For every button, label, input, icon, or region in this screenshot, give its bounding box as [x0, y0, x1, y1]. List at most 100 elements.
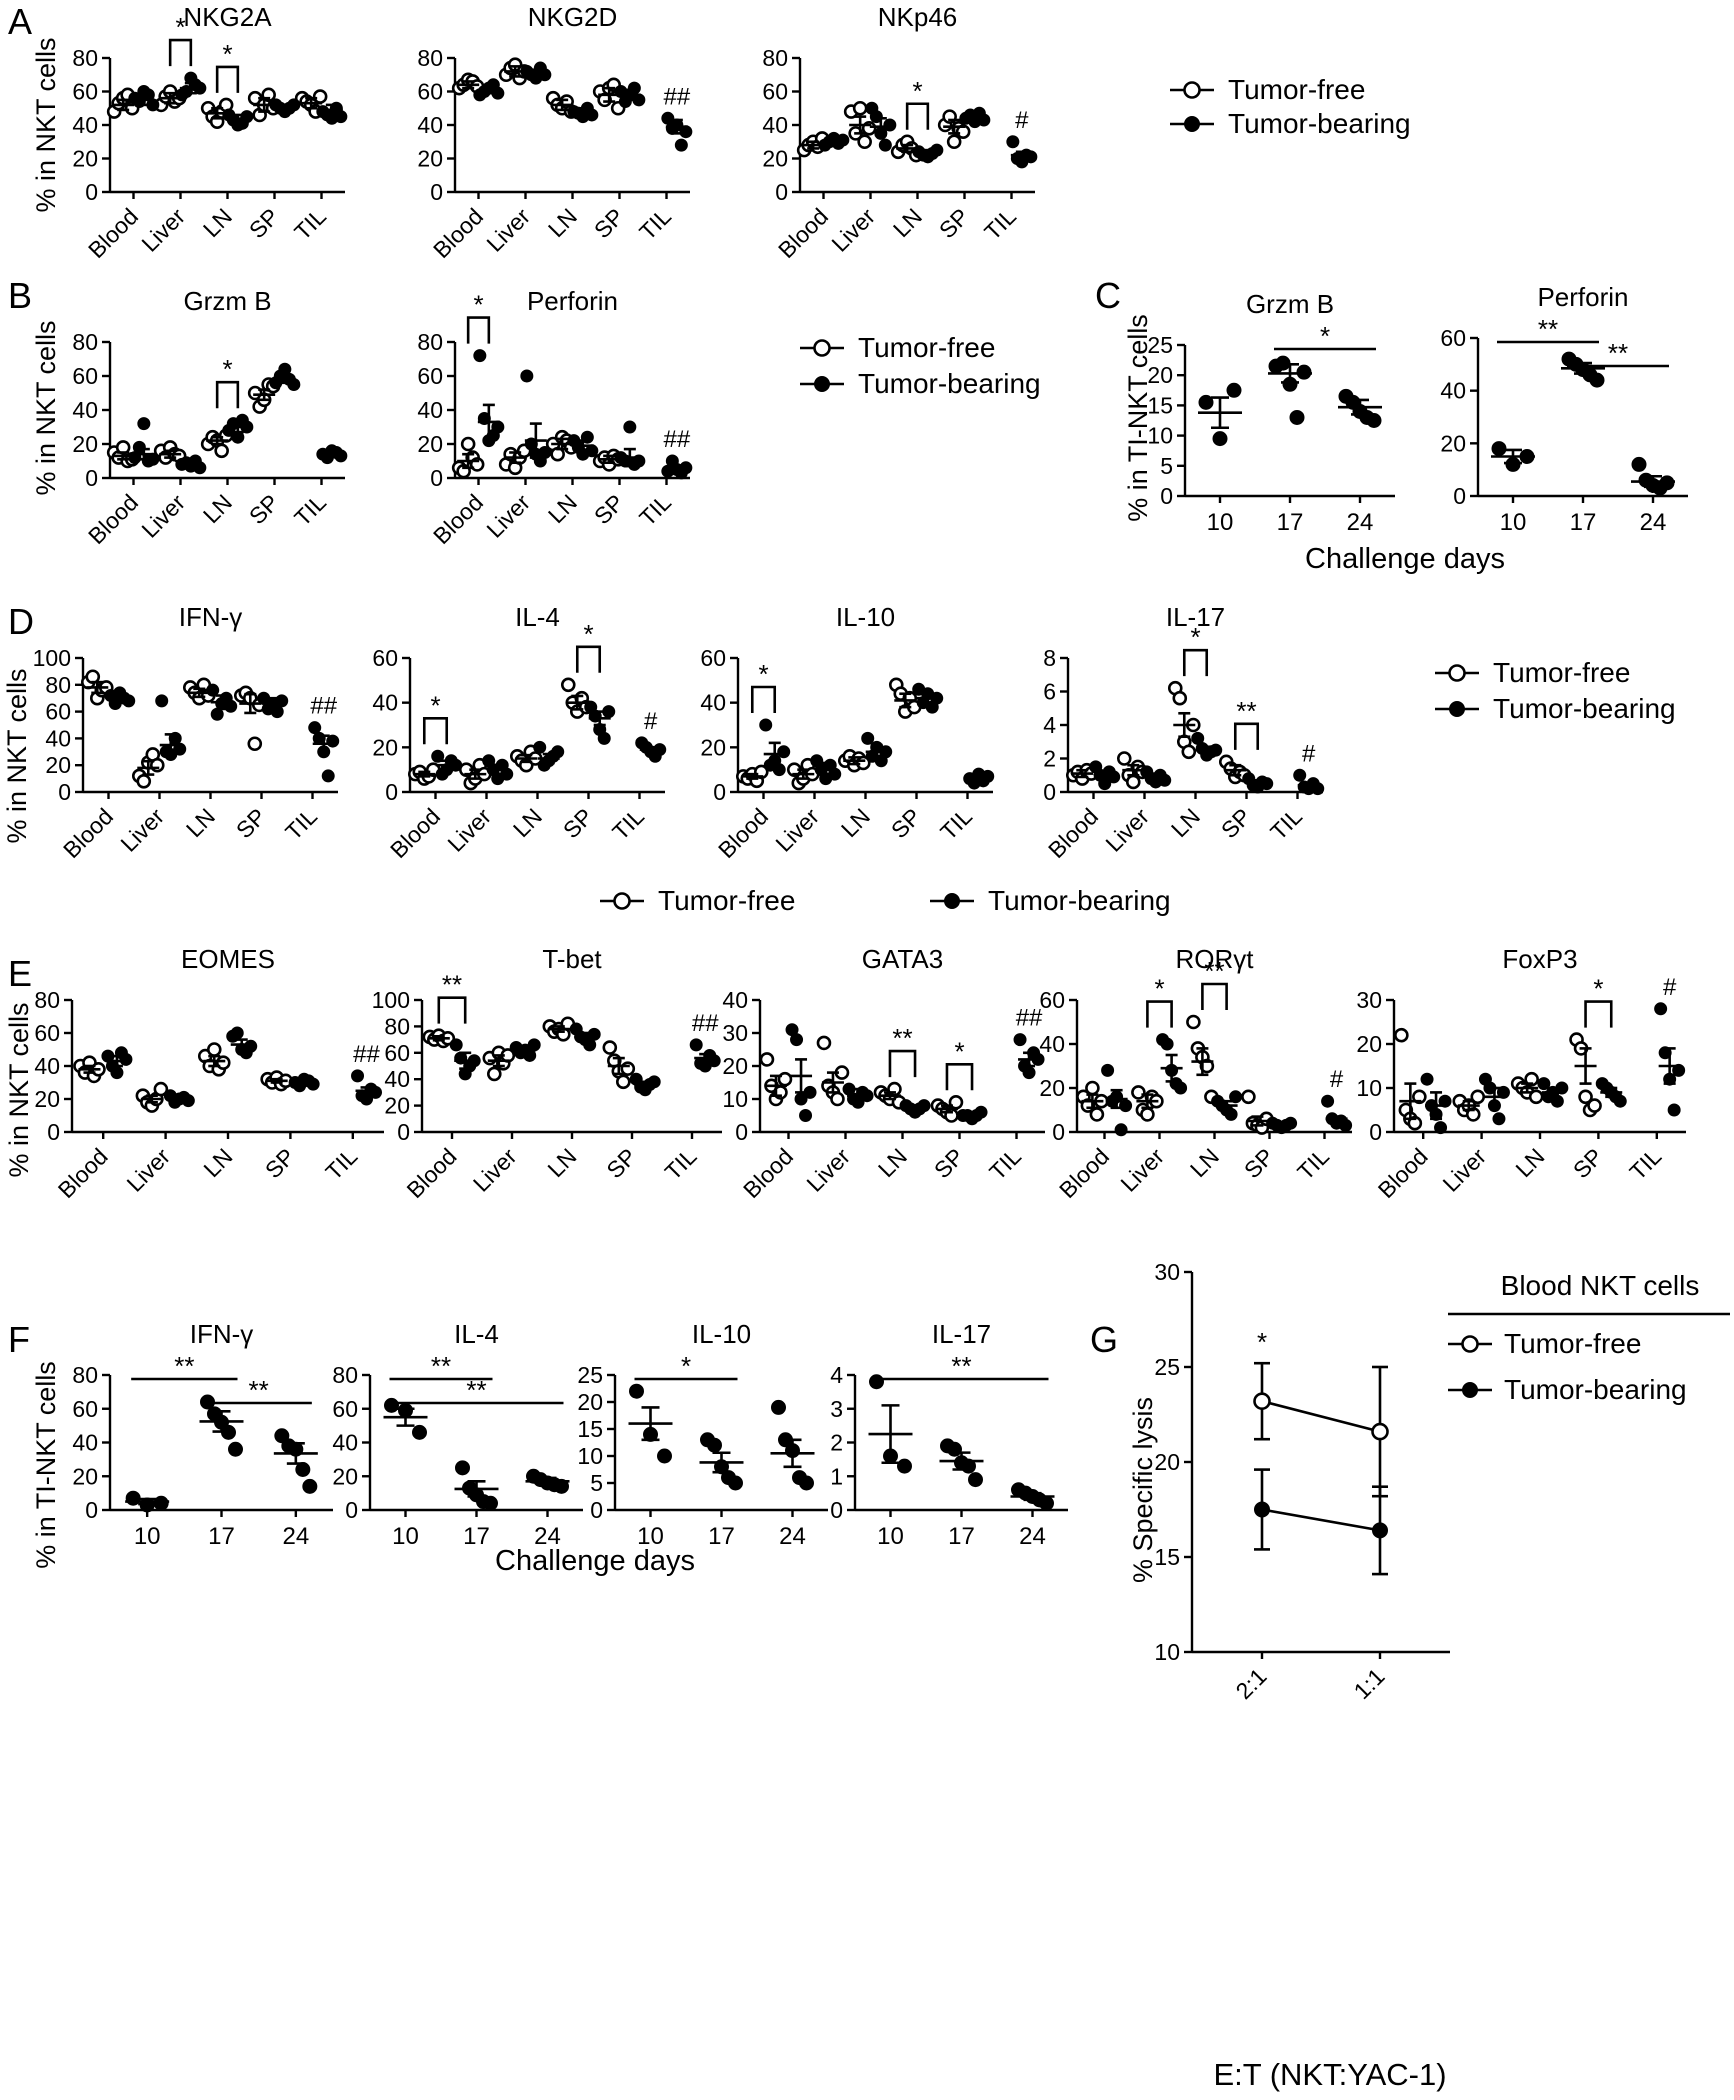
x-tick-label: LN — [508, 803, 547, 842]
chart-title: Perforin — [1537, 282, 1628, 312]
x-tick-label: 24 — [282, 1523, 309, 1550]
x-tick-label: TIL — [289, 203, 331, 245]
data-point-tumor-free — [206, 1042, 222, 1057]
data-point-tumor-free — [1465, 1107, 1481, 1122]
y-tick-label: 40 — [1440, 378, 1466, 404]
x-tick-label: TIL — [935, 803, 977, 845]
y-tick-label: 60 — [762, 79, 788, 105]
data-point-tumor-free — [1181, 744, 1197, 760]
x-tick-label: TIL — [1265, 803, 1307, 845]
data-point-tumor-bearing — [1434, 1121, 1448, 1135]
x-tick-label: Blood — [1054, 1143, 1114, 1203]
data-point-tumor-bearing — [1013, 1033, 1027, 1047]
data-point — [1659, 475, 1675, 491]
legend-g-label: Tumor-bearing — [1504, 1374, 1687, 1405]
y-tick-label: 4 — [1043, 712, 1056, 738]
y-tick-label: 0 — [397, 1119, 410, 1145]
significance-mark: * — [1154, 974, 1164, 1004]
x-tick-label: SP — [558, 803, 598, 843]
data-point-tumor-free — [1172, 690, 1188, 706]
x-tick-label: 17 — [463, 1523, 490, 1550]
data-point — [869, 1374, 884, 1390]
data-point-tumor-bearing — [206, 683, 220, 697]
y-tick-label: 0 — [1369, 1119, 1382, 1145]
y-tick-label: 8 — [1043, 645, 1056, 671]
data-point-tumor-free — [1089, 1107, 1105, 1122]
data-point-tumor-bearing — [790, 1033, 804, 1047]
x-tick-label: Liver — [481, 489, 535, 543]
y-tick-label: 60 — [1039, 987, 1065, 1013]
y-tick-label: 20 — [1154, 1449, 1180, 1475]
data-point — [1039, 1495, 1054, 1511]
y-tick-label: 25 — [577, 1362, 603, 1388]
x-tick-label: SP — [589, 203, 629, 243]
significance-bracket — [1146, 1000, 1173, 1028]
data-point-tumor-bearing — [1101, 1063, 1115, 1077]
x-tick-label: TIL — [320, 1143, 362, 1185]
data-point-tumor-bearing — [1658, 1046, 1672, 1060]
y-tick-label: 20 — [417, 431, 443, 457]
x-tick-label: 24 — [1640, 509, 1667, 536]
y-tick-label: 60 — [72, 363, 98, 389]
legend-b-marker — [813, 339, 831, 357]
data-point-tumor-bearing — [1022, 1066, 1036, 1080]
x-tick-label: LN — [1166, 803, 1205, 842]
chart-title: Grzm B — [183, 286, 271, 316]
data-point-tumor-free — [1186, 1014, 1201, 1030]
x-tick-label: SP — [260, 1143, 300, 1183]
x-tick-label: 17 — [948, 1523, 975, 1550]
chart-title: IFN-γ — [179, 602, 243, 632]
y-tick-label: 0 — [830, 1497, 843, 1523]
y-tick-label: 20 — [700, 734, 726, 760]
x-tick-label: Blood — [385, 803, 445, 863]
data-point-tumor-bearing — [1613, 1094, 1627, 1108]
significance-bracket — [466, 316, 491, 344]
panel-label: C — [1095, 275, 1121, 316]
data-point-tumor-free — [153, 1081, 169, 1097]
data-point-tumor-bearing — [1537, 1077, 1551, 1091]
y-tick-label: 60 — [417, 363, 443, 389]
significance-mark: ** — [1236, 696, 1256, 726]
data-point-tumor-bearing — [1174, 1081, 1188, 1095]
data-point — [629, 1383, 644, 1399]
y-axis-label: % Specific lysis — [1128, 1397, 1158, 1583]
significance-mark: # — [1663, 974, 1677, 1001]
data-point-tumor-bearing — [674, 138, 688, 152]
y-tick-label: 25 — [1147, 332, 1173, 358]
data-point — [799, 1475, 814, 1491]
panel-label: B — [8, 275, 32, 316]
data-point — [384, 1397, 399, 1413]
significance-mark: * — [954, 1036, 964, 1066]
data-point-tumor-free — [1407, 1115, 1423, 1131]
legend-a-label: Tumor-free — [1228, 74, 1365, 105]
chart-title: NKG2D — [528, 2, 618, 32]
y-tick-label: 20 — [1147, 362, 1173, 388]
x-tick-label: TIL — [280, 803, 322, 845]
y-tick-label: 60 — [72, 79, 98, 105]
data-point-tumor-bearing — [1293, 768, 1307, 782]
y-tick-label: 60 — [72, 1396, 98, 1422]
data-point — [455, 1460, 470, 1476]
data-point — [707, 1437, 722, 1453]
y-tick-label: 0 — [590, 1497, 603, 1523]
y-tick-label: 60 — [372, 645, 398, 671]
significance-bracket — [750, 685, 777, 713]
significance-mark: * — [175, 12, 185, 42]
y-tick-label: 15 — [1147, 392, 1173, 418]
data-point-tumor-bearing — [1160, 1037, 1174, 1051]
data-point-tumor-bearing — [1496, 1085, 1510, 1099]
x-tick-label: LN — [888, 203, 927, 242]
y-tick-label: 60 — [384, 1040, 410, 1066]
y-tick-label: 40 — [417, 112, 443, 138]
x-tick-label: TIL — [289, 489, 331, 531]
y-tick-label: 6 — [1043, 679, 1056, 705]
y-tick-label: 0 — [1043, 779, 1056, 805]
y-tick-label: 80 — [384, 1013, 410, 1039]
legend-a-marker — [1184, 116, 1200, 132]
data-point-tumor-bearing — [1107, 770, 1121, 784]
legend-g-marker — [1461, 1335, 1479, 1353]
x-tick-label: Blood — [83, 203, 143, 263]
legend-a-marker — [1183, 81, 1201, 99]
series-line-tumor-free — [1261, 1399, 1381, 1433]
data-point — [302, 1478, 318, 1494]
